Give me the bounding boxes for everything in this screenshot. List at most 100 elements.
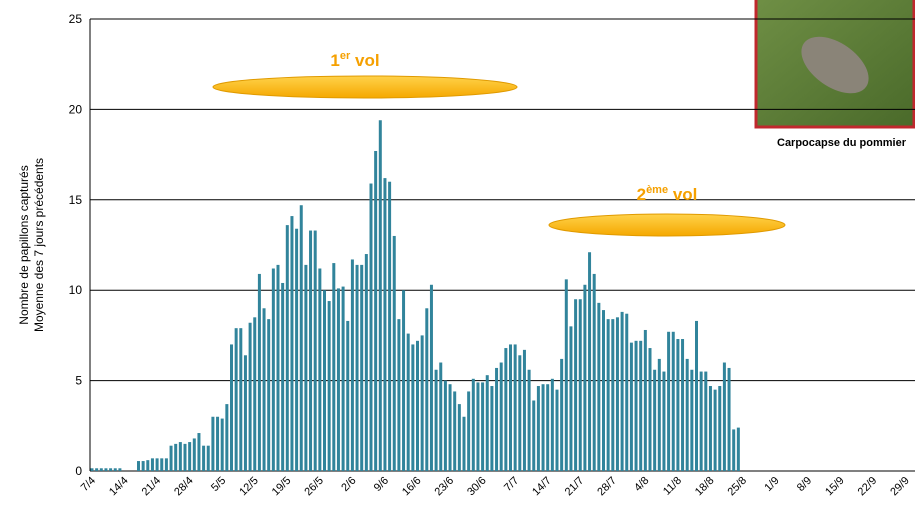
bar: [639, 341, 642, 471]
bar: [421, 335, 424, 471]
x-tick-label: 21/7: [563, 475, 587, 499]
bar: [537, 386, 540, 471]
bar: [290, 216, 293, 471]
bar: [700, 372, 703, 471]
y-tick-label: 5: [75, 374, 82, 388]
bar: [346, 321, 349, 471]
bar: [509, 344, 512, 471]
x-tick-label: 16/6: [400, 475, 424, 499]
bar: [304, 265, 307, 471]
annotation-sup: ème: [646, 184, 668, 196]
bar: [211, 417, 214, 471]
x-tick-label: 21/4: [140, 475, 164, 499]
x-tick-label: 11/8: [661, 475, 684, 498]
bar: [649, 348, 652, 471]
bar: [425, 308, 428, 471]
bar: [616, 317, 619, 471]
bar: [109, 468, 112, 471]
bar: [528, 370, 531, 471]
bar: [184, 444, 187, 471]
bar: [314, 231, 317, 471]
bar: [574, 299, 577, 471]
bar: [360, 265, 363, 471]
bar: [342, 287, 345, 471]
bar: [658, 359, 661, 471]
x-tick-label: 25/8: [725, 475, 749, 499]
bar: [504, 348, 507, 471]
bar: [202, 446, 205, 471]
annotation-text: vol: [668, 185, 697, 204]
bar: [374, 151, 377, 471]
bar: [230, 344, 233, 471]
x-tick-label: 29/9: [888, 475, 912, 499]
bar: [495, 368, 498, 471]
flight-band: [549, 214, 785, 236]
bar: [328, 301, 331, 471]
bar: [467, 391, 470, 471]
x-tick-label: 1/9: [762, 475, 781, 494]
bar: [704, 372, 707, 471]
y-axis-label: Nombre de papillons capturés: [17, 165, 31, 324]
y-tick-label: 15: [69, 193, 83, 207]
y-tick-label: 20: [69, 102, 83, 116]
annotation-text: vol: [350, 51, 379, 70]
bar: [681, 339, 684, 471]
x-tick-label: 12/5: [237, 475, 261, 499]
bar: [518, 355, 521, 471]
page: 05101520257/414/421/428/45/512/519/526/5…: [0, 0, 915, 511]
bar: [597, 303, 600, 471]
bar: [686, 359, 689, 471]
bar: [593, 274, 596, 471]
bar: [277, 265, 280, 471]
bar: [286, 225, 289, 471]
bar: [542, 384, 545, 471]
bar: [430, 285, 433, 471]
bar: [621, 312, 624, 471]
bar: [481, 382, 484, 471]
bar: [263, 308, 266, 471]
bar: [458, 404, 461, 471]
bar: [560, 359, 563, 471]
bar: [607, 319, 610, 471]
chart: 05101520257/414/421/428/45/512/519/526/5…: [0, 0, 915, 511]
bar: [379, 120, 382, 471]
x-tick-label: 5/5: [209, 475, 228, 494]
y-tick-label: 10: [69, 283, 83, 297]
bar: [104, 468, 107, 471]
bar: [490, 386, 493, 471]
bar: [611, 319, 614, 471]
bar: [556, 390, 559, 471]
x-tick-label: 9/6: [372, 475, 391, 494]
bar: [416, 341, 419, 471]
bar: [332, 263, 335, 471]
bar: [662, 372, 665, 471]
bar: [216, 417, 219, 471]
bar: [244, 355, 247, 471]
bar: [714, 390, 717, 471]
bar: [463, 417, 466, 471]
bar: [207, 446, 210, 471]
bar: [388, 182, 391, 471]
bar: [146, 460, 149, 471]
bar: [249, 323, 252, 471]
bar: [188, 442, 191, 471]
x-tick-label: 15/9: [823, 475, 847, 499]
bar: [583, 285, 586, 471]
bar: [95, 468, 98, 471]
x-tick-label: 23/6: [433, 475, 457, 499]
x-tick-label: 14/7: [530, 475, 554, 499]
annotation: 2ème vol: [637, 184, 698, 204]
x-tick-label: 7/7: [502, 475, 521, 494]
bar: [472, 379, 475, 471]
bar: [476, 382, 479, 471]
annotation-number: 2: [637, 185, 646, 204]
bar: [565, 279, 568, 471]
bar: [579, 299, 582, 471]
bar: [602, 310, 605, 471]
bar: [356, 265, 359, 471]
bar: [435, 370, 438, 471]
y-tick-label: 0: [75, 464, 82, 478]
y-tick-label: 25: [69, 12, 83, 26]
x-tick-label: 30/6: [465, 475, 489, 499]
annotation-number: 1: [330, 51, 339, 70]
